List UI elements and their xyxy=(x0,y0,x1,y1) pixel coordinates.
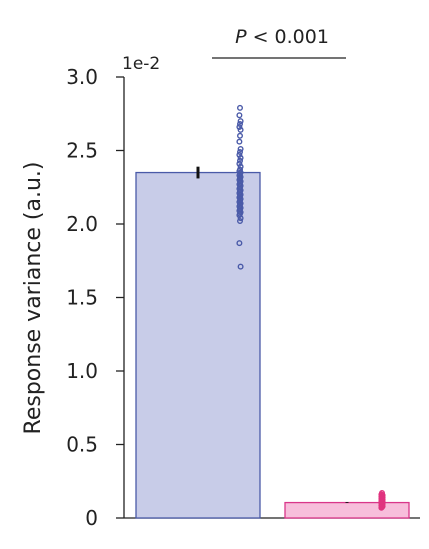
data-point xyxy=(236,123,243,130)
y-multiplier-label: 1e-2 xyxy=(122,54,160,74)
data-point xyxy=(237,146,244,153)
data-point xyxy=(236,157,243,164)
data-point xyxy=(236,212,243,219)
bar-2 xyxy=(284,501,410,519)
data-points xyxy=(236,104,386,511)
y-tick-label: 2.0 xyxy=(66,212,98,236)
data-point xyxy=(378,504,385,511)
bars xyxy=(135,171,410,519)
data-point xyxy=(237,126,244,133)
y-tick-label: 0 xyxy=(85,506,98,530)
data-point xyxy=(236,240,243,247)
data-point xyxy=(236,132,243,139)
data-point xyxy=(237,215,244,222)
data-point xyxy=(236,138,243,145)
p-symbol: P xyxy=(235,26,247,48)
data-point xyxy=(236,104,243,111)
y-ticks: 0 0.5 1.0 1.5 2.0 2.5 3.0 xyxy=(66,65,124,530)
y-tick-label: 1.5 xyxy=(66,286,98,310)
significance-label: P < 0.001 xyxy=(235,26,329,48)
data-point xyxy=(237,154,244,161)
data-point xyxy=(236,112,243,119)
data-point xyxy=(237,118,244,125)
y-tick-label: 1.0 xyxy=(66,359,98,383)
y-axis-title: Response variance (a.u.) xyxy=(21,162,46,435)
y-tick-label: 3.0 xyxy=(66,65,98,89)
data-point xyxy=(237,263,244,270)
y-tick-label: 2.5 xyxy=(66,139,98,163)
data-point xyxy=(236,151,243,158)
error-bars xyxy=(196,166,349,504)
y-tick-label: 0.5 xyxy=(66,433,98,457)
data-point xyxy=(236,218,243,225)
data-point xyxy=(236,148,243,155)
data-point xyxy=(236,160,243,167)
data-point xyxy=(236,121,243,128)
bar-1 xyxy=(135,171,261,519)
p-threshold: < 0.001 xyxy=(247,26,329,48)
